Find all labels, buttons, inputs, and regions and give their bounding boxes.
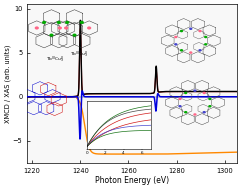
Circle shape — [180, 30, 183, 32]
Circle shape — [184, 111, 187, 113]
Circle shape — [204, 36, 207, 38]
Circle shape — [180, 49, 183, 52]
Circle shape — [72, 33, 77, 37]
Circle shape — [35, 26, 39, 29]
Circle shape — [49, 33, 54, 37]
Circle shape — [202, 111, 206, 113]
Circle shape — [42, 21, 46, 24]
Circle shape — [193, 113, 197, 116]
X-axis label: Photon Energy (eV): Photon Energy (eV) — [95, 176, 169, 185]
Circle shape — [178, 98, 182, 100]
Circle shape — [189, 51, 192, 54]
Circle shape — [57, 21, 61, 24]
Circle shape — [198, 49, 202, 52]
Circle shape — [174, 36, 177, 38]
Circle shape — [193, 89, 197, 92]
Circle shape — [208, 98, 212, 100]
Circle shape — [204, 43, 207, 46]
Circle shape — [80, 21, 84, 24]
Circle shape — [64, 26, 68, 29]
Text: $\mathrm{Tb^{III}Cu^{II}_3}$: $\mathrm{Tb^{III}Cu^{II}_3}$ — [70, 50, 88, 60]
Text: $\mathrm{Tb^{III}Cu^{II}_3}$: $\mathrm{Tb^{III}Cu^{II}_3}$ — [46, 55, 64, 65]
Circle shape — [58, 26, 62, 29]
Circle shape — [198, 30, 202, 32]
Y-axis label: XMCD / XAS (arb. units): XMCD / XAS (arb. units) — [4, 44, 11, 123]
Circle shape — [208, 105, 212, 108]
Circle shape — [178, 105, 182, 108]
Circle shape — [189, 27, 192, 30]
Circle shape — [87, 26, 91, 29]
Circle shape — [174, 43, 177, 46]
Circle shape — [202, 92, 206, 94]
Circle shape — [184, 92, 187, 94]
Circle shape — [65, 21, 69, 24]
